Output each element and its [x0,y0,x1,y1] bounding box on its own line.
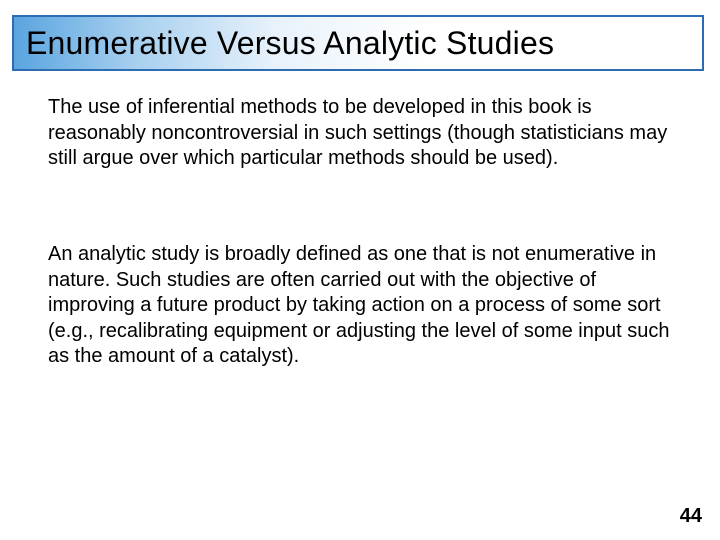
page-number: 44 [680,505,702,528]
body-paragraph-1: The use of inferential methods to be dev… [48,95,676,172]
body-paragraph-2: An analytic study is broadly defined as … [48,242,676,370]
slide-title-box: Enumerative Versus Analytic Studies [12,15,704,71]
slide-title: Enumerative Versus Analytic Studies [26,25,554,62]
